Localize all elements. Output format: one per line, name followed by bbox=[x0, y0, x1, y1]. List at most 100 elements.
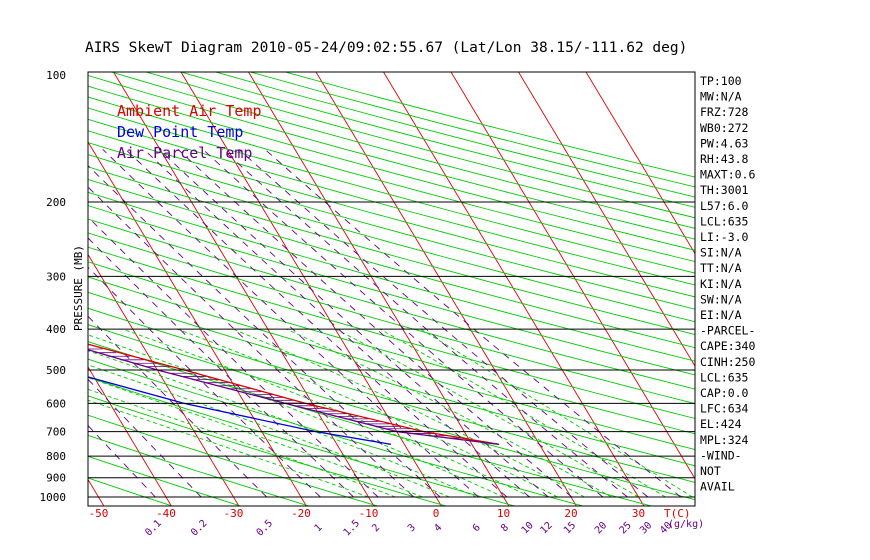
pressure-tick-label: 400 bbox=[46, 323, 66, 336]
mixing-ratio-line bbox=[177, 148, 573, 498]
isotherm-line bbox=[88, 366, 172, 506]
mixing-ratio-line bbox=[264, 148, 682, 498]
isotherm-line bbox=[0, 56, 36, 506]
mixing-ratio-label: 30 bbox=[638, 520, 654, 536]
stat-label: AVAIL bbox=[700, 480, 735, 494]
mixing-ratio-line bbox=[238, 148, 649, 498]
legend-item-dew-point-temp: Dew Point Temp bbox=[117, 123, 243, 141]
dry-adiabat-line bbox=[88, 218, 695, 390]
mixing-ratio-label: 12 bbox=[538, 520, 554, 536]
mixing-ratio-line bbox=[222, 148, 628, 498]
isotherm-line bbox=[88, 141, 307, 506]
dry-adiabat-line bbox=[88, 178, 695, 349]
mixing-ratio-label: 0.1 bbox=[143, 518, 164, 539]
mixing-ratio-label: 15 bbox=[562, 520, 578, 536]
stat-label: -PARCEL- bbox=[700, 324, 755, 338]
mixing-ratio-label: 10 bbox=[520, 520, 536, 536]
dry-adiabat-line bbox=[88, 191, 695, 362]
stat-label: -WIND- bbox=[700, 448, 742, 462]
mixing-ratio-label: 0.2 bbox=[189, 518, 210, 539]
bottom-temp-tick-label: -50 bbox=[89, 507, 109, 520]
dry-adiabat-line bbox=[88, 434, 309, 506]
isotherm-line bbox=[585, 72, 695, 255]
mixing-ratio-line bbox=[88, 216, 379, 498]
pressure-tick-label: 800 bbox=[46, 450, 66, 463]
mixing-ratio-line bbox=[88, 378, 202, 498]
mixing-ratio-label: 8 bbox=[499, 522, 511, 534]
stat-label: MW:N/A bbox=[700, 90, 742, 104]
mixing-ratio-line bbox=[88, 186, 415, 498]
bottom-temp-tick-label: -20 bbox=[291, 507, 311, 520]
pressure-tick-label: 1000 bbox=[40, 491, 67, 504]
pressure-tick-label: 100 bbox=[46, 69, 66, 82]
stat-label: CAPE:340 bbox=[700, 339, 755, 353]
bottom-temp-tick-label: -10 bbox=[359, 507, 379, 520]
mixing-ratio-line bbox=[88, 164, 441, 498]
stat-label: NOT bbox=[700, 464, 721, 478]
pressure-tick-label: 700 bbox=[46, 426, 66, 439]
dry-adiabat-line bbox=[88, 291, 695, 467]
mixing-ratio-line bbox=[88, 315, 268, 498]
dry-adiabat-line bbox=[88, 455, 241, 506]
mixing-ratio-label: 0.5 bbox=[255, 518, 276, 539]
dry-adiabat-line bbox=[88, 154, 695, 323]
dry-adiabat-line bbox=[88, 261, 695, 435]
mixing-ratio-line bbox=[88, 266, 321, 498]
isotherm-line bbox=[247, 72, 510, 506]
stat-label: SI:N/A bbox=[700, 246, 742, 260]
isotherm-line bbox=[112, 72, 375, 506]
stat-label: KI:N/A bbox=[700, 277, 742, 291]
dry-adiabat-line bbox=[88, 414, 378, 506]
stat-label: EI:N/A bbox=[700, 308, 742, 322]
stat-label: LCL:635 bbox=[700, 214, 748, 228]
mixing-ratio-line bbox=[88, 237, 354, 498]
stat-label: PW:4.63 bbox=[700, 136, 749, 150]
dry-adiabat-line bbox=[88, 96, 695, 263]
dry-adiabat-line bbox=[88, 142, 695, 310]
mixing-ratio-label: 4 bbox=[432, 522, 444, 534]
dry-adiabat-line bbox=[88, 166, 695, 336]
dry-adiabat-line bbox=[88, 358, 583, 506]
mixing-ratio-line bbox=[158, 148, 549, 498]
moist-adiabat-line bbox=[88, 334, 504, 498]
bottom-temp-tick-label: 10 bbox=[497, 507, 510, 520]
mixing-ratio-label: 3 bbox=[406, 522, 418, 534]
moist-adiabat-line bbox=[335, 328, 639, 498]
mixing-ratio-label: 25 bbox=[618, 520, 634, 536]
bottom-temp-tick-label: -40 bbox=[156, 507, 176, 520]
stat-label: LCL:635 bbox=[700, 370, 748, 384]
stat-label: MPL:324 bbox=[700, 433, 749, 447]
dry-adiabat-line bbox=[88, 232, 695, 405]
isotherm-line bbox=[382, 72, 645, 506]
mixing-ratio-unit: (g/kg) bbox=[668, 519, 704, 530]
bottom-axis-unit: T(C) bbox=[664, 507, 691, 520]
moist-adiabat-line bbox=[88, 364, 450, 498]
pressure-tick-label: 600 bbox=[46, 397, 66, 410]
mixing-ratio-label: 2 bbox=[370, 522, 382, 534]
stat-label: SW:N/A bbox=[700, 292, 742, 306]
mixing-ratio-label: 1 bbox=[313, 522, 325, 534]
pressure-tick-label: 200 bbox=[46, 196, 66, 209]
dry-adiabat-line bbox=[88, 107, 695, 274]
stat-label: WB0:272 bbox=[700, 121, 748, 135]
dry-adiabat-line bbox=[88, 376, 515, 506]
dry-adiabat-line bbox=[88, 130, 695, 298]
dry-adiabat-line bbox=[88, 246, 695, 419]
isotherm-line bbox=[88, 253, 240, 506]
pressure-tick-label: 300 bbox=[46, 270, 66, 283]
isotherm-line bbox=[517, 72, 695, 368]
isotherm-line bbox=[315, 72, 577, 506]
dry-adiabat-line bbox=[88, 276, 695, 451]
stat-label: FRZ:728 bbox=[700, 105, 749, 119]
dry-adiabat-line bbox=[88, 205, 695, 376]
series-line-dew-point-temp bbox=[88, 376, 392, 445]
bottom-temp-tick-label: 0 bbox=[433, 507, 440, 520]
stat-label: LFC:634 bbox=[700, 402, 749, 416]
stat-label: TH:3001 bbox=[700, 183, 749, 197]
stat-label: LI:-3.0 bbox=[700, 230, 749, 244]
mixing-ratio-label: 6 bbox=[471, 522, 483, 534]
pressure-tick-label: 900 bbox=[46, 472, 66, 485]
bottom-temp-tick-label: 20 bbox=[564, 507, 577, 520]
dry-adiabat-line bbox=[88, 85, 695, 251]
